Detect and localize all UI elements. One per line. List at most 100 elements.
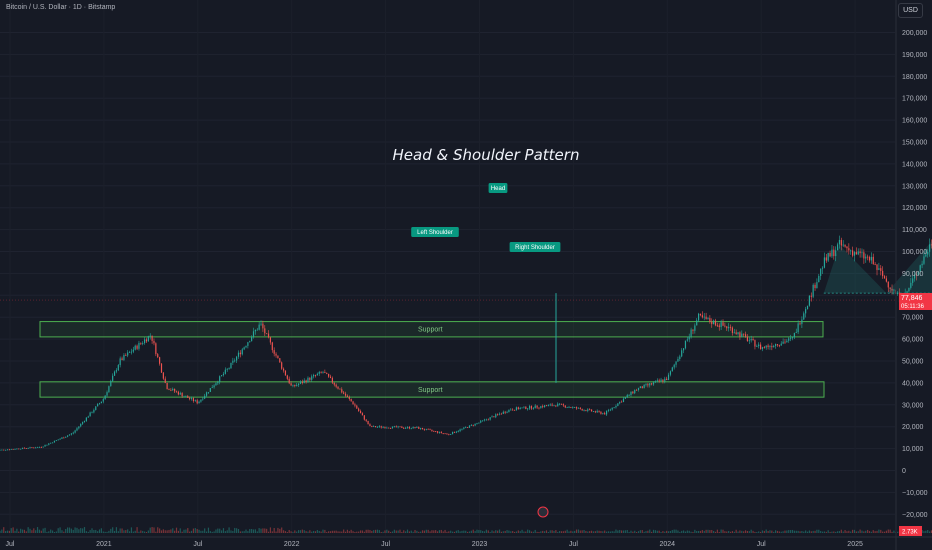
candle-body xyxy=(46,444,48,446)
candle-body xyxy=(850,250,852,252)
volume-bar xyxy=(236,528,238,533)
candle-body xyxy=(198,401,200,404)
candle-body xyxy=(444,433,446,435)
volume-bar xyxy=(778,531,780,533)
volume-bar xyxy=(527,529,529,533)
candle-body xyxy=(305,380,307,383)
volume-bar xyxy=(553,530,555,533)
price-axis-label: 10,000 xyxy=(902,446,924,453)
volume-bar xyxy=(544,531,546,533)
volume-bar xyxy=(583,529,585,533)
candle-body xyxy=(521,407,523,409)
volume-bar xyxy=(510,531,512,533)
volume-bar xyxy=(831,531,833,533)
volume-bar xyxy=(643,531,645,533)
volume-bar xyxy=(592,531,595,533)
candle-body xyxy=(468,425,471,428)
candle-body xyxy=(95,406,97,410)
candle-body xyxy=(893,289,895,291)
candle-body xyxy=(284,370,287,376)
volume-bar xyxy=(714,531,717,533)
volume-bar xyxy=(846,531,848,533)
candle-body xyxy=(159,357,161,364)
candle-body xyxy=(382,427,384,428)
volume-bar xyxy=(863,531,865,533)
candle-body xyxy=(395,426,397,428)
volume-bar xyxy=(549,530,551,533)
candle-body xyxy=(403,427,405,429)
price-axis-label: 130,000 xyxy=(902,183,927,190)
volume-bar xyxy=(378,530,380,533)
volume-bar xyxy=(754,531,756,533)
candle-body xyxy=(297,383,300,386)
volume-bar xyxy=(142,530,144,533)
candle-body xyxy=(3,449,5,451)
candle-body xyxy=(737,332,739,334)
volume-bar xyxy=(262,528,264,533)
candle-body xyxy=(919,265,921,272)
volume-bar xyxy=(125,530,127,533)
candle-body xyxy=(917,271,919,276)
volume-bar xyxy=(243,531,245,533)
volume-bar xyxy=(134,530,136,533)
candle-body xyxy=(128,352,131,353)
volume-bar xyxy=(651,531,653,533)
volume-bar xyxy=(51,530,54,533)
head-label-badge xyxy=(488,183,508,193)
volume-bar xyxy=(440,529,442,533)
candle-body xyxy=(390,427,392,429)
candle-body xyxy=(544,405,546,408)
candle-body xyxy=(160,363,163,373)
volume-bar xyxy=(215,529,217,533)
volume-bar xyxy=(560,531,563,533)
volume-bar xyxy=(294,530,296,533)
volume-bar xyxy=(743,531,745,533)
price-axis-label: 150,000 xyxy=(902,140,927,147)
candle-body xyxy=(412,426,414,429)
candle-body xyxy=(20,448,22,450)
volume-bar xyxy=(168,529,170,533)
candle-body xyxy=(735,332,737,334)
candle-body xyxy=(930,244,932,246)
currency-button[interactable]: USD xyxy=(898,3,923,18)
candle-body xyxy=(373,426,375,427)
volume-bar xyxy=(40,530,42,533)
volume-bar xyxy=(628,531,630,533)
candle-body xyxy=(797,323,799,333)
candle-body xyxy=(316,373,318,376)
candle-body xyxy=(915,274,918,276)
volume-bar xyxy=(207,527,210,533)
candle-body xyxy=(718,325,720,328)
volume-bar xyxy=(0,530,1,533)
candle-body xyxy=(457,431,459,432)
volume-bar xyxy=(401,531,403,533)
candle-body xyxy=(741,333,743,338)
candle-body xyxy=(371,425,373,427)
volume-bar xyxy=(412,531,414,533)
candle-body xyxy=(536,405,538,408)
candle-body xyxy=(669,371,672,375)
volume-bar xyxy=(344,531,347,533)
candle-body xyxy=(271,342,273,351)
volume-bar xyxy=(480,530,482,533)
price-badge-countdown: 05:11:36 xyxy=(901,304,925,310)
volume-bar xyxy=(688,530,690,533)
volume-bar xyxy=(296,531,298,533)
candle-body xyxy=(405,427,407,429)
volume-bar xyxy=(130,527,133,533)
volume-bar xyxy=(624,530,626,533)
volume-bar xyxy=(322,529,324,533)
volume-bar xyxy=(728,530,730,533)
candle-body xyxy=(478,422,480,424)
volume-bar xyxy=(773,531,775,533)
volume-bar xyxy=(151,527,153,533)
volume-bar xyxy=(774,530,777,533)
symbol-title[interactable]: Bitcoin / U.S. Dollar · 1D · Bitstamp xyxy=(6,4,116,11)
support-zone xyxy=(39,381,825,398)
chart-title: Head & Shoulder Pattern xyxy=(393,146,580,164)
candle-body xyxy=(346,395,349,397)
candle-body xyxy=(333,382,335,385)
candle-body xyxy=(790,337,792,339)
candle-body xyxy=(219,376,221,383)
